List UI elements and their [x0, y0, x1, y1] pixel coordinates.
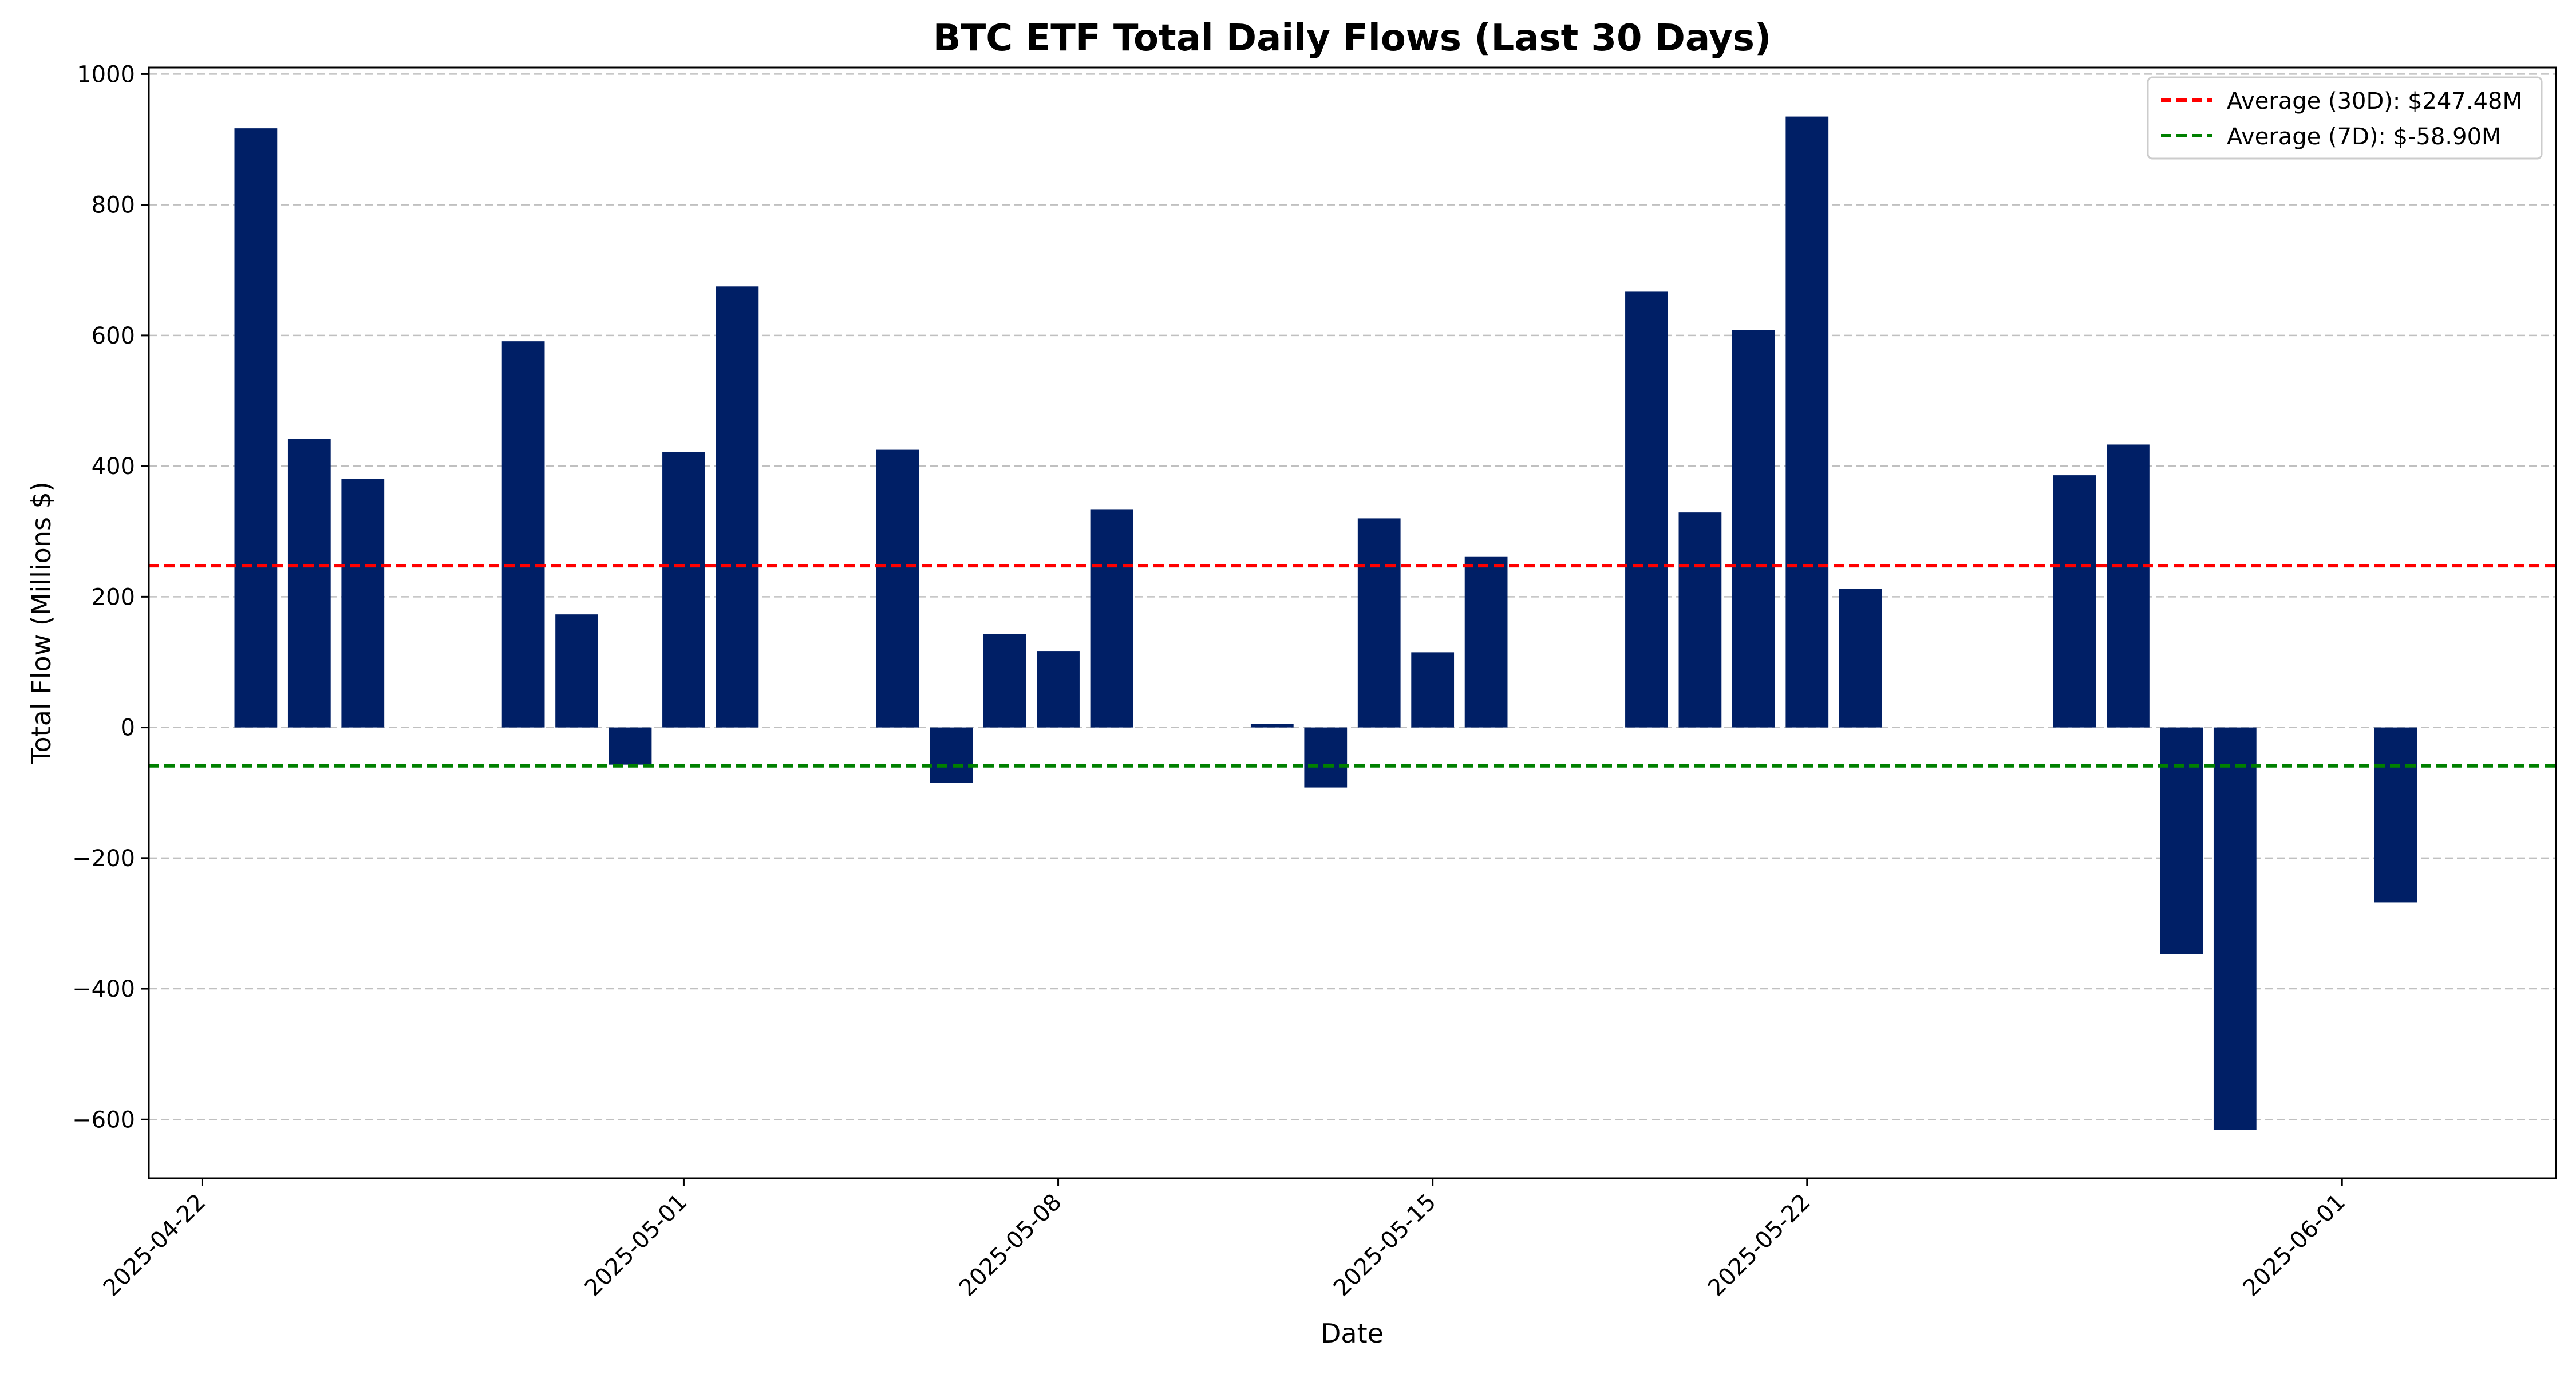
bar: [2374, 727, 2417, 903]
y-tick-label: −600: [72, 1107, 135, 1133]
y-tick-label: 0: [121, 715, 135, 741]
bar: [234, 128, 278, 728]
y-tick-label: 200: [92, 584, 135, 610]
bar: [1839, 589, 1882, 728]
bar: [1304, 727, 1348, 788]
bar: [1785, 116, 1829, 728]
y-tick-label: 800: [92, 192, 135, 219]
bar: [716, 286, 759, 728]
bar: [1411, 652, 1455, 728]
x-axis-label: Date: [1321, 1318, 1384, 1349]
bar: [1037, 651, 1080, 728]
grid-lines: [149, 73, 2556, 1120]
bar: [1678, 512, 1722, 728]
bar: [2160, 727, 2203, 954]
bar: [341, 479, 385, 728]
y-tick-label: 600: [92, 323, 135, 349]
legend-box: [2147, 76, 2543, 160]
legend: Average (30D): $247.48M Average (7D): $-…: [2147, 76, 2543, 160]
bar: [609, 727, 652, 765]
chart-title: BTC ETF Total Daily Flows (Last 30 Days): [933, 17, 1771, 60]
bar: [983, 634, 1026, 728]
bar: [930, 727, 973, 783]
bar: [1357, 518, 1401, 728]
legend-label-30d: Average (30D): $247.48M: [2227, 88, 2522, 114]
bar: [2213, 727, 2257, 1130]
y-axis: −600 −400 −200 0 200 400 600 800 1000: [72, 61, 149, 1133]
y-tick-label: 1000: [77, 61, 135, 88]
bar: [1464, 556, 1508, 728]
bar: [662, 452, 705, 728]
plot-frame: [148, 66, 2557, 1179]
y-axis-label: Total Flow (Millions $): [26, 481, 57, 765]
y-tick-label: −400: [72, 976, 135, 1002]
bar: [555, 614, 598, 728]
y-tick-label: −200: [72, 846, 135, 872]
bar: [876, 449, 919, 728]
bar: [501, 341, 545, 728]
bar: [1090, 509, 1133, 728]
bars: [234, 116, 2417, 1130]
bar: [2053, 475, 2096, 728]
legend-label-7d: Average (7D): $-58.90M: [2227, 124, 2502, 150]
bar: [2107, 444, 2150, 728]
bar: [1732, 330, 1775, 728]
bar: [1250, 724, 1294, 728]
bar: [287, 439, 331, 728]
y-tick-label: 400: [92, 453, 135, 480]
bar: [1625, 291, 1668, 728]
